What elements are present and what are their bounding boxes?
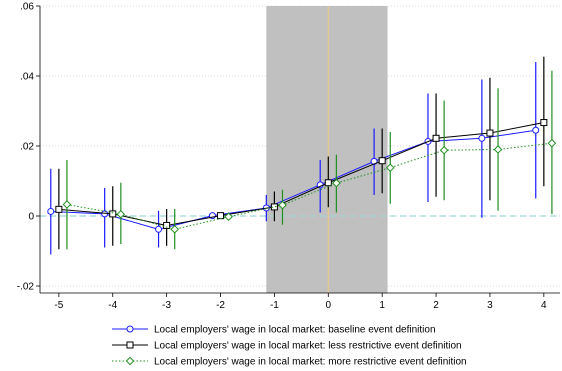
data-point bbox=[547, 138, 557, 148]
data-point bbox=[47, 207, 55, 215]
x-tick-label: 2 bbox=[433, 300, 439, 311]
data-point bbox=[55, 205, 63, 213]
series-line bbox=[50, 129, 536, 230]
data-point bbox=[385, 163, 395, 173]
y-tick-label: .06 bbox=[20, 2, 34, 13]
data-point bbox=[155, 225, 163, 233]
legend-label: Local employers' wage in local market: l… bbox=[154, 341, 462, 352]
x-tick-label: 4 bbox=[541, 300, 547, 311]
data-point bbox=[486, 129, 494, 137]
legend-marker bbox=[126, 341, 134, 349]
legend-label: Local employers' wage in local market: b… bbox=[154, 325, 436, 336]
y-tick-label: .02 bbox=[20, 142, 34, 153]
x-tick-label: 3 bbox=[487, 300, 493, 311]
data-point bbox=[540, 119, 548, 127]
x-tick-label: -2 bbox=[216, 300, 225, 311]
data-point bbox=[116, 209, 126, 219]
data-point bbox=[109, 210, 117, 218]
data-point bbox=[332, 178, 341, 188]
data-point bbox=[224, 212, 233, 222]
legend-marker bbox=[125, 356, 135, 366]
legend-label: Local employers' wage in local market: m… bbox=[154, 357, 467, 368]
data-point bbox=[163, 221, 171, 229]
data-point bbox=[278, 200, 287, 210]
x-tick-label: -1 bbox=[270, 300, 279, 311]
data-point bbox=[432, 134, 440, 142]
data-point bbox=[532, 126, 540, 134]
data-point bbox=[217, 212, 225, 220]
data-point bbox=[439, 145, 449, 155]
data-point bbox=[101, 210, 109, 218]
legend-marker bbox=[126, 325, 134, 333]
legend-entry-1: Local employers' wage in local market: b… bbox=[112, 325, 436, 336]
data-point bbox=[270, 203, 278, 211]
y-tick-label: 0 bbox=[28, 212, 34, 223]
series-1 bbox=[47, 62, 540, 255]
y-tick-label: -.02 bbox=[17, 282, 35, 293]
data-point bbox=[324, 179, 332, 187]
x-tick-label: 0 bbox=[326, 300, 332, 311]
shaded-event-window bbox=[266, 6, 388, 293]
x-tick-label: -5 bbox=[54, 300, 63, 311]
data-point bbox=[62, 200, 72, 209]
data-point bbox=[478, 134, 486, 142]
legend-entry-2: Local employers' wage in local market: l… bbox=[112, 341, 462, 352]
legend-entry-3: Local employers' wage in local market: m… bbox=[112, 357, 467, 368]
data-point bbox=[493, 145, 503, 154]
series-2 bbox=[55, 56, 548, 250]
x-tick-label: -4 bbox=[108, 300, 117, 311]
series-3 bbox=[62, 70, 557, 250]
x-tick-label: -3 bbox=[162, 300, 171, 311]
data-point bbox=[170, 224, 180, 234]
y-tick-label: .04 bbox=[20, 72, 34, 83]
x-tick-label: 1 bbox=[379, 300, 385, 311]
data-point bbox=[378, 157, 386, 165]
